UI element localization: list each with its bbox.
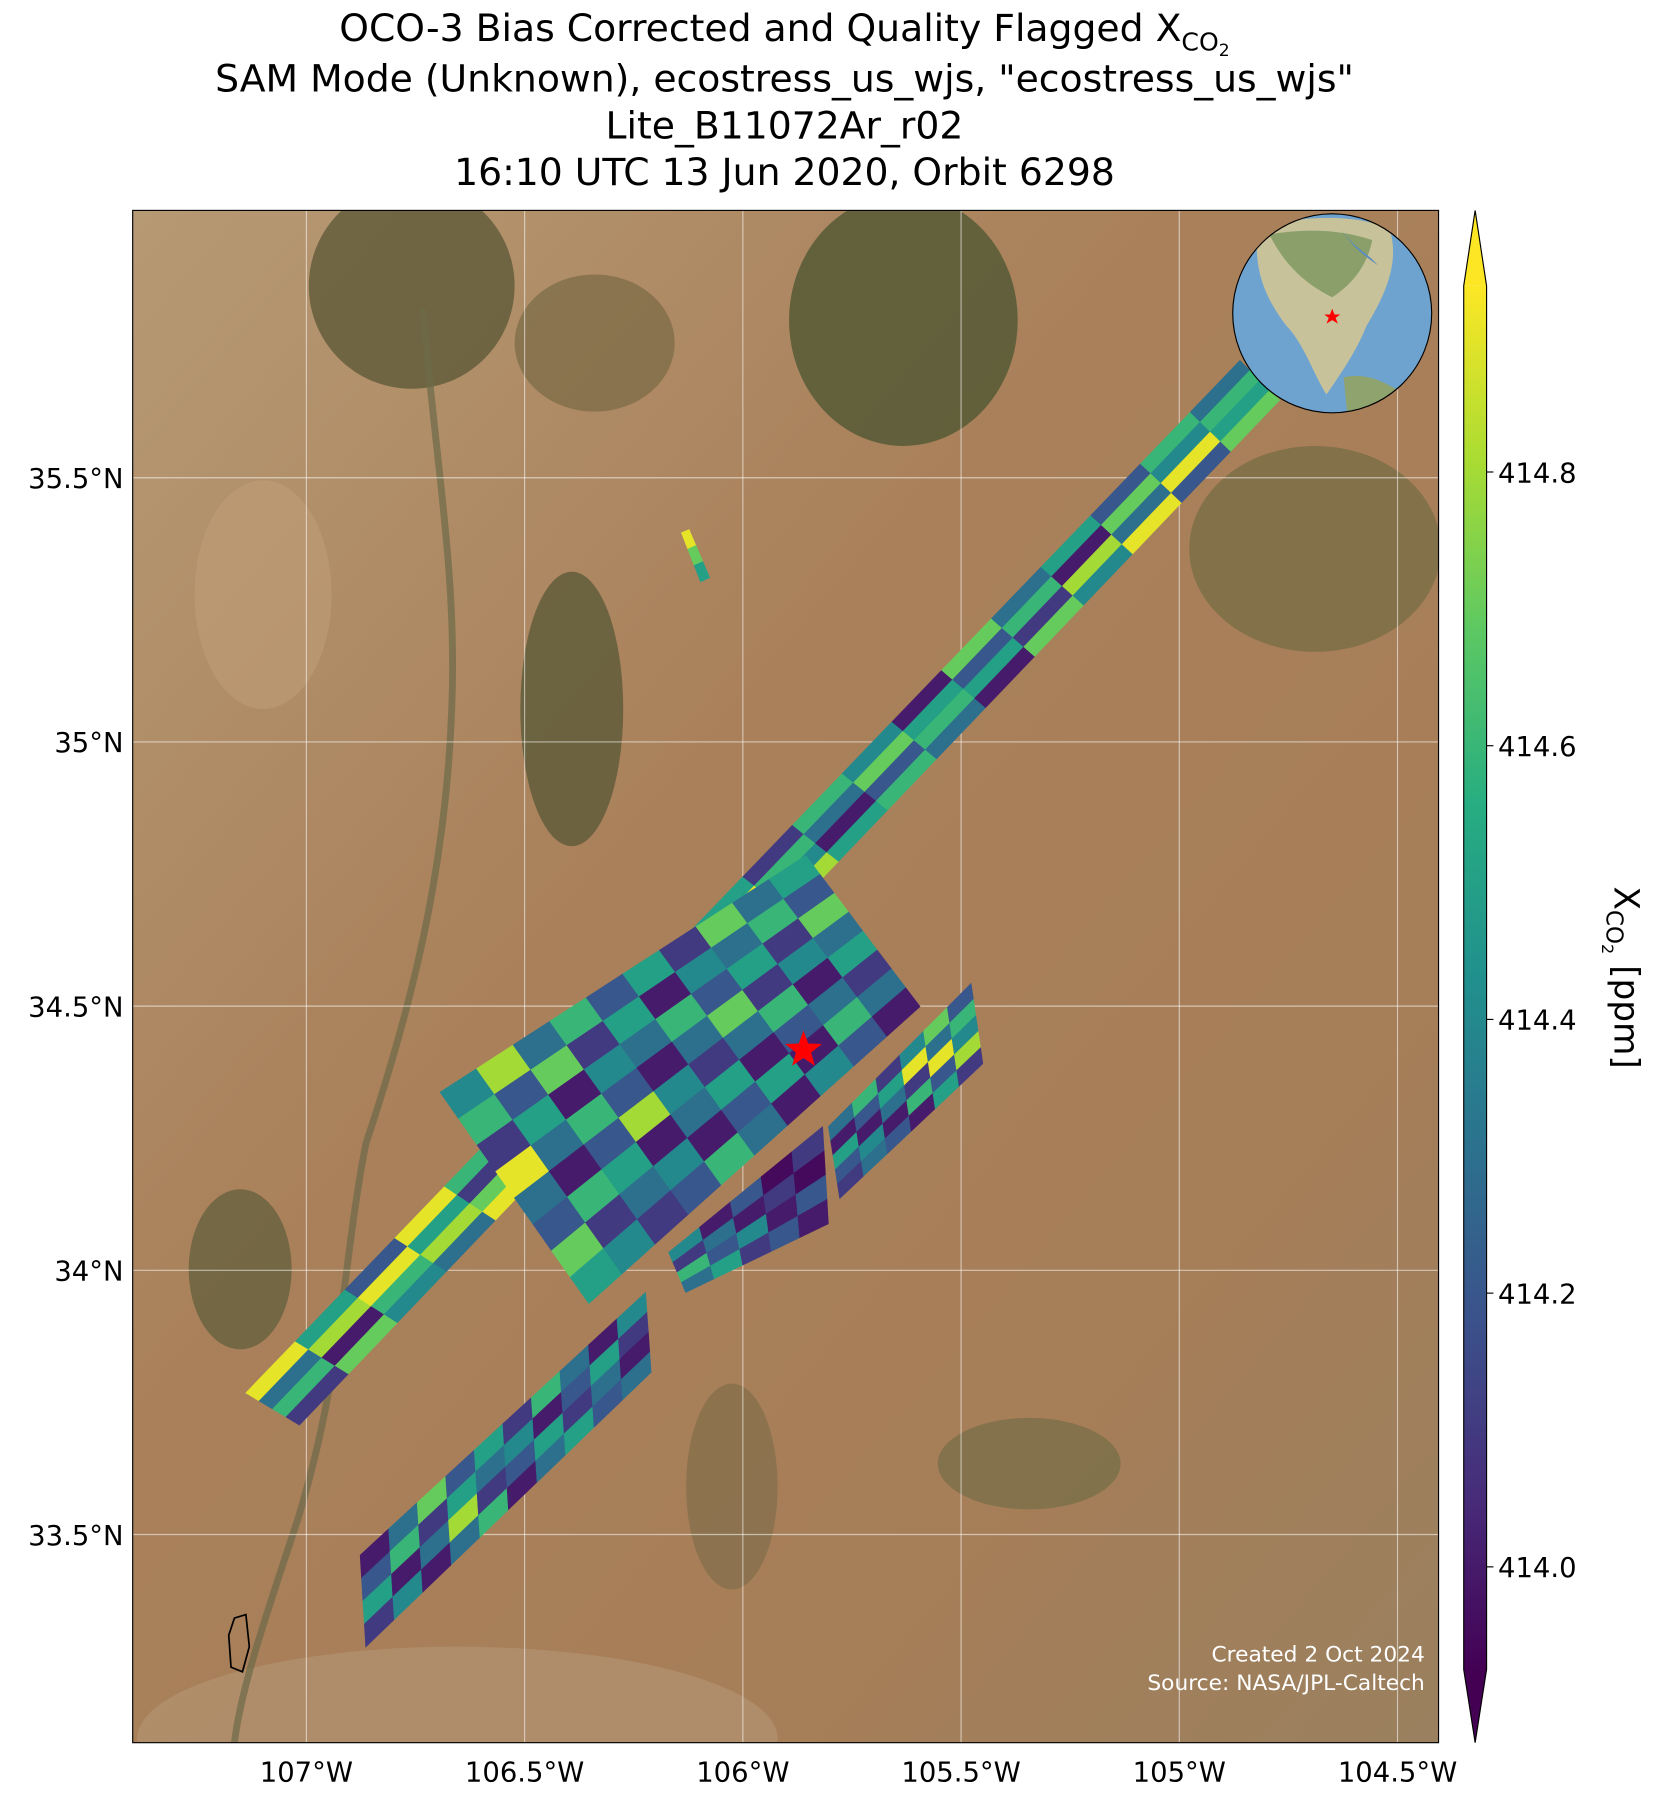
colorbar-tick-label: 414.8 [1498, 458, 1577, 489]
colorbar-label-sub: CO [1601, 910, 1627, 944]
overlay [785, 1030, 822, 1066]
globe-inset [1232, 213, 1433, 414]
subtitle-line: Lite_B11072Ar_r02 [606, 103, 964, 147]
title-subscript-2: 2 [1219, 41, 1230, 61]
title: OCO-3 Bias Corrected and Quality Flagged… [339, 6, 1229, 61]
subtitle-line: 16:10 UTC 13 Jun 2020, Orbit 6298 [454, 150, 1115, 194]
sounding-cell [1220, 389, 1281, 452]
y-tick-label: 35°N [54, 728, 123, 759]
y-axis: 33.5°N 34°N 34.5°N 35°N 35.5°N [28, 464, 123, 1552]
subtitle-line: SAM Mode (Unknown), ecostress_us_wjs, "e… [215, 56, 1354, 100]
colorbar-outline [1463, 210, 1488, 1743]
colorbar: 414.0 414.2 414.4 414.6 414.8 [1463, 210, 1577, 1743]
sounding-cell [871, 987, 921, 1037]
credit-line: Created 2 Oct 2024 [1212, 1642, 1425, 1667]
title-subscript: CO [1181, 27, 1218, 56]
y-tick-label: 33.5°N [28, 1521, 123, 1552]
colorbar-label-subsub: 2 [1598, 944, 1617, 954]
x-tick-label: 105°W [1133, 1758, 1226, 1789]
colorbar-body [1463, 285, 1487, 1670]
colorbar-tick-label: 414.6 [1498, 732, 1577, 763]
credit-line: Source: NASA/JPL-Caltech [1147, 1671, 1424, 1696]
colorbar-tick-label: 414.0 [1498, 1553, 1577, 1584]
sounding-cell [620, 1351, 652, 1401]
colorbar-extend-top [1463, 210, 1487, 286]
x-axis: 107°W 106.5°W 106°W 105.5°W 105°W 104.5°W [260, 1758, 1457, 1789]
x-tick-label: 106°W [696, 1758, 789, 1789]
map-frame [132, 209, 1440, 1744]
basemap [132, 210, 1439, 1743]
credits: Created 2 Oct 2024 Source: NASA/JPL-Calte… [1147, 1642, 1424, 1696]
soundings [245, 360, 1281, 1648]
title-text: OCO-3 Bias Corrected and Quality Flagged… [339, 6, 1181, 50]
colorbar-label-unit: [ppm] [1606, 954, 1646, 1069]
x-tick-label: 106.5°W [465, 1758, 584, 1789]
sounding-cell [693, 561, 711, 583]
colorbar-label-main: X [1606, 887, 1646, 910]
x-tick-label: 107°W [260, 1758, 353, 1789]
colorbar-label: XCO2 [ppm] [1598, 887, 1646, 1069]
colorbar-tick-label: 414.4 [1498, 1006, 1577, 1037]
sounding-cell [956, 1047, 984, 1087]
colorbar-tick-label: 414.2 [1498, 1279, 1577, 1310]
site-marker [785, 1030, 822, 1066]
y-tick-label: 34.5°N [28, 992, 123, 1023]
subtitle: SAM Mode (Unknown), ecostress_us_wjs, "e… [215, 56, 1354, 194]
y-tick-label: 35.5°N [28, 464, 123, 495]
x-tick-label: 105.5°W [901, 1758, 1020, 1789]
y-tick-label: 34°N [54, 1257, 123, 1288]
colorbar-extend-bottom [1463, 1669, 1487, 1743]
sounding-cell [797, 1199, 829, 1239]
x-tick-label: 104.5°W [1338, 1758, 1457, 1789]
